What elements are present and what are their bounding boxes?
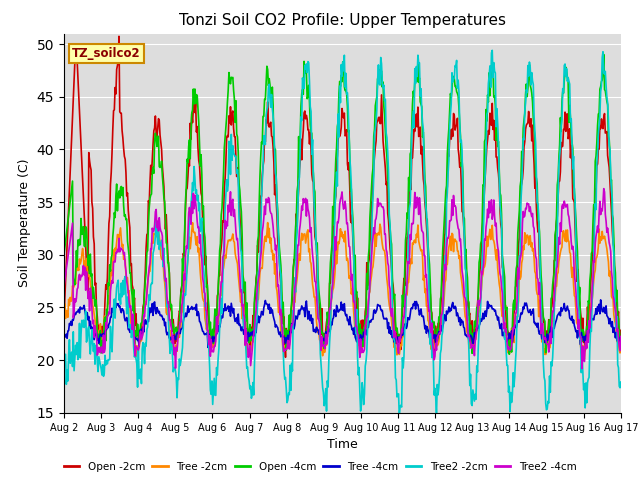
- Line: Open -2cm: Open -2cm: [64, 36, 621, 357]
- Open -4cm: [600, 52, 607, 58]
- Tree2 -4cm: [617, 334, 625, 339]
- Tree -4cm: [60, 335, 68, 340]
- Line: Open -4cm: Open -4cm: [64, 55, 621, 354]
- Tree2 -2cm: [411, 66, 419, 72]
- Tree -2cm: [70, 284, 78, 289]
- Tree -2cm: [127, 322, 135, 328]
- Tree2 -4cm: [70, 309, 78, 314]
- Open -4cm: [127, 287, 135, 292]
- Tree -4cm: [214, 329, 222, 335]
- Tree -2cm: [411, 237, 419, 243]
- Line: Tree2 -2cm: Tree2 -2cm: [64, 50, 621, 417]
- Tree2 -2cm: [617, 379, 625, 385]
- Tree -4cm: [597, 297, 605, 303]
- Open -2cm: [128, 282, 136, 288]
- Tree2 -4cm: [214, 329, 221, 335]
- Tree2 -4cm: [578, 366, 586, 372]
- Tree -4cm: [411, 299, 419, 304]
- Open -2cm: [185, 159, 193, 165]
- Tree -2cm: [580, 356, 588, 362]
- Tree -2cm: [264, 220, 271, 226]
- Open -4cm: [426, 281, 434, 287]
- Tree2 -4cm: [127, 309, 135, 315]
- Tree2 -2cm: [184, 257, 192, 263]
- Title: Tonzi Soil CO2 Profile: Upper Temperatures: Tonzi Soil CO2 Profile: Upper Temperatur…: [179, 13, 506, 28]
- Tree2 -2cm: [214, 372, 221, 378]
- Tree2 -2cm: [60, 357, 68, 363]
- Tree -4cm: [184, 303, 192, 309]
- Open -2cm: [428, 310, 436, 316]
- Tree2 -2cm: [428, 318, 435, 324]
- Tree -2cm: [60, 316, 68, 322]
- Y-axis label: Soil Temperature (C): Soil Temperature (C): [18, 159, 31, 288]
- Open -2cm: [282, 354, 289, 360]
- Tree -4cm: [617, 337, 625, 343]
- Open -4cm: [184, 160, 192, 166]
- Tree -4cm: [428, 332, 435, 337]
- Open -2cm: [617, 327, 625, 333]
- Tree2 -2cm: [488, 48, 496, 53]
- X-axis label: Time: Time: [327, 438, 358, 451]
- Tree -4cm: [70, 313, 78, 319]
- Tree2 -2cm: [396, 414, 403, 420]
- Tree -4cm: [127, 327, 135, 333]
- Open -4cm: [410, 94, 418, 99]
- Legend: Open -2cm, Tree -2cm, Open -4cm, Tree -4cm, Tree2 -2cm, Tree2 -4cm: Open -2cm, Tree -2cm, Open -4cm, Tree -4…: [61, 458, 579, 475]
- Tree -2cm: [428, 347, 435, 352]
- Tree2 -2cm: [127, 335, 135, 340]
- Open -2cm: [70, 78, 78, 84]
- Open -2cm: [60, 315, 68, 321]
- Tree2 -4cm: [600, 186, 607, 192]
- Open -4cm: [214, 303, 221, 309]
- Open -2cm: [115, 34, 123, 39]
- Tree2 -4cm: [60, 284, 68, 289]
- Tree -4cm: [204, 345, 212, 350]
- Open -2cm: [412, 122, 419, 128]
- Line: Tree2 -4cm: Tree2 -4cm: [64, 189, 621, 369]
- Tree2 -4cm: [184, 230, 192, 236]
- Tree -2cm: [617, 340, 625, 346]
- Tree2 -4cm: [410, 205, 418, 211]
- Tree2 -2cm: [70, 368, 78, 373]
- Line: Tree -4cm: Tree -4cm: [64, 300, 621, 348]
- Tree -2cm: [214, 321, 221, 327]
- Text: TZ_soilco2: TZ_soilco2: [72, 47, 141, 60]
- Tree2 -4cm: [426, 326, 434, 332]
- Open -4cm: [70, 280, 78, 286]
- Tree -2cm: [184, 254, 192, 260]
- Open -4cm: [506, 351, 513, 357]
- Open -2cm: [214, 291, 222, 297]
- Line: Tree -2cm: Tree -2cm: [64, 223, 621, 359]
- Open -4cm: [60, 252, 68, 258]
- Open -4cm: [617, 340, 625, 346]
